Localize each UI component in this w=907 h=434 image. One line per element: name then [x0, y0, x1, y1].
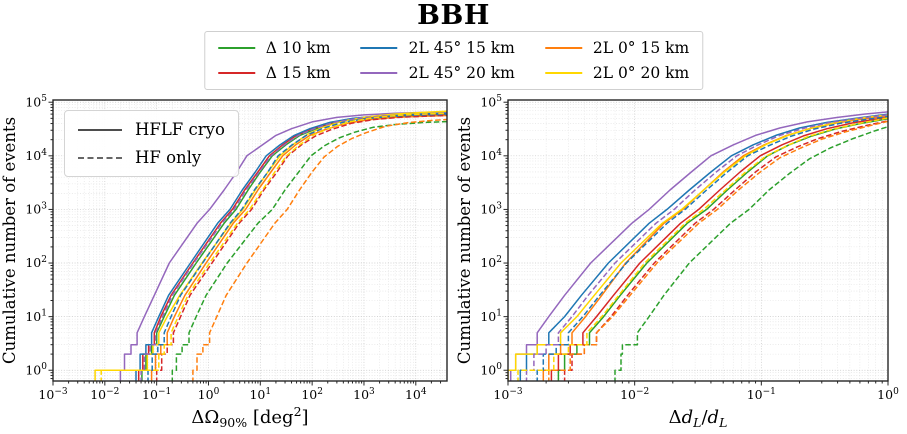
tick-label: 100: [198, 387, 220, 402]
axes-spines: [52, 99, 448, 382]
tick-label: 10−2: [620, 387, 649, 402]
legend-entry-2l-0-15-km: 2L 0° 15 km: [544, 39, 690, 57]
tick-label: 10−3: [493, 387, 522, 402]
tick-label: 102: [25, 255, 47, 270]
legend-column-2: 2L 45° 15 km 2L 45° 20 km: [360, 39, 515, 82]
legend-line-sample-purple: [360, 72, 398, 74]
series-line-10-km-hf-only: [614, 125, 888, 381]
tick-label: 105: [480, 94, 502, 109]
legend-line-sample-yellow: [544, 72, 582, 74]
tick-label: 102: [301, 387, 323, 402]
ticks: [48, 101, 442, 386]
series-line-2l-0-15-km-hf-only: [192, 118, 447, 381]
tick-label: 100: [480, 362, 502, 377]
tick-label: 10−1: [142, 387, 171, 402]
tick-labels: 10−3 10−2 10−1 100 101 102 103 104 100 101 102 103 1…: [25, 94, 427, 402]
series-line-2l-0-20-km-hf-only: [517, 117, 888, 381]
line-style-legend: HFLF cryo HF only: [64, 110, 239, 177]
legend-entry-10-km: Δ 10 km: [217, 39, 331, 57]
tick-label: 10−3: [38, 387, 67, 402]
tick-label: 101: [249, 387, 271, 402]
x-axis-label: ΔΩ90% [deg2]: [191, 404, 308, 430]
y-axis-label: Cumulative number of events: [0, 117, 19, 364]
axes-spines: [507, 99, 889, 382]
series-line-15-km-hf-only: [563, 120, 888, 381]
y-axis-label: Cumulative number of events: [455, 117, 474, 364]
series-line-2l-45-15-km-hf-only: [536, 115, 888, 381]
grid-major: [507, 100, 889, 381]
tick-label: 101: [25, 309, 47, 324]
legend-label: 2L 45° 20 km: [408, 64, 515, 82]
tick-label: 101: [480, 309, 502, 324]
legend-label: 2L 0° 15 km: [592, 39, 690, 57]
tick-label: 103: [480, 201, 502, 216]
tick-label: 103: [353, 387, 375, 402]
style-legend-label: HF only: [135, 148, 202, 167]
x-axis-label: ΔdL/dL: [669, 407, 728, 430]
series-line-2l-0-20-km-hflf-cryo: [508, 114, 888, 381]
solid-line-sample: [78, 128, 122, 131]
series-line-10-km-hf-only: [171, 120, 447, 381]
style-legend-label: HFLF cryo: [135, 120, 225, 139]
series-line-2l-0-20-km-hf-only: [100, 112, 447, 381]
legend-entry-15-km: Δ 15 km: [217, 64, 331, 82]
tick-labels: 10−3 10−2 10−1 100 100 101 102 103 104 105: [480, 94, 899, 402]
series-group: [94, 110, 447, 381]
tick-label: 102: [480, 255, 502, 270]
ticks: [503, 101, 889, 386]
grid-minor: [508, 100, 888, 381]
detector-legend: Δ 10 km Δ 15 km 2L 45° 15 km 2L 45° 20 km 2L…: [203, 31, 704, 90]
legend-label: Δ 15 km: [265, 64, 331, 82]
dashed-line-sample: [78, 156, 122, 159]
tick-label: 10−1: [747, 387, 776, 402]
figure-title: BBH: [417, 0, 490, 31]
legend-label: 2L 45° 15 km: [408, 39, 515, 57]
tick-label: 104: [480, 148, 502, 163]
panel-distance: 10−3 10−2 10−1 100 100 101 102 103 104 105 ΔdL/dL C…: [455, 94, 899, 430]
legend-entry-2l-45-20-km: 2L 45° 20 km: [360, 64, 515, 82]
series-line-2l-45-15-km-hf-only: [147, 113, 447, 381]
tick-label: 104: [405, 387, 427, 402]
series-line-2l-0-15-km-hf-only: [548, 120, 888, 381]
series-line-2l-45-20-km-hf-only: [140, 112, 447, 381]
series-line-2l-45-20-km-hflf-cryo: [509, 111, 888, 381]
legend-line-sample-red: [217, 72, 255, 74]
tick-label: 105: [25, 94, 47, 109]
tick-label: 100: [25, 362, 47, 377]
style-legend-entry-hf-only: HF only: [78, 148, 225, 167]
legend-entry-2l-0-20-km: 2L 0° 20 km: [544, 64, 690, 82]
tick-label: 100: [877, 387, 899, 402]
legend-column-1: Δ 10 km Δ 15 km: [217, 39, 331, 82]
series-line-2l-45-20-km-hf-only: [525, 114, 888, 381]
series-line-2l-45-20-km-hflf-cryo: [119, 111, 447, 381]
tick-label: 103: [25, 201, 47, 216]
legend-entry-2l-45-15-km: 2L 45° 15 km: [360, 39, 515, 57]
legend-column-3: 2L 0° 15 km 2L 0° 20 km: [544, 39, 690, 82]
legend-line-sample-blue: [360, 47, 398, 49]
legend-line-sample-green: [217, 47, 255, 49]
style-legend-entry-hflf-cryo: HFLF cryo: [78, 120, 225, 139]
tick-label: 10−2: [90, 387, 119, 402]
series-group: [508, 111, 888, 381]
series-line-15-km-hf-only: [155, 114, 447, 381]
legend-line-sample-orange: [544, 47, 582, 49]
series-line-2l-0-15-km-hflf-cryo: [150, 114, 447, 381]
legend-label: Δ 10 km: [265, 39, 331, 57]
legend-label: 2L 0° 20 km: [592, 64, 690, 82]
tick-label: 104: [25, 148, 47, 163]
